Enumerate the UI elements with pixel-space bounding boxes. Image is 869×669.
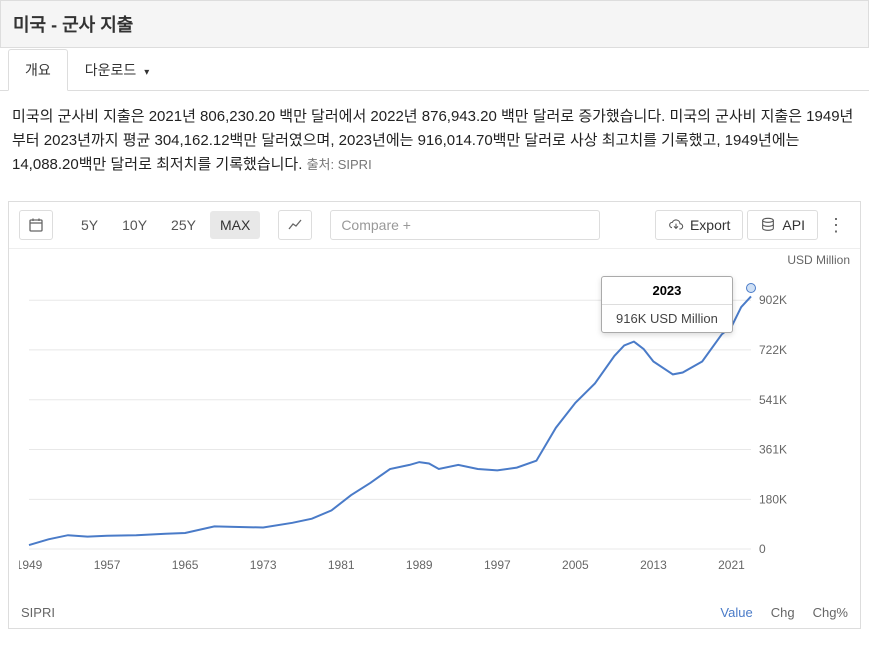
svg-text:541K: 541K bbox=[759, 393, 787, 407]
compare-placeholder: Compare + bbox=[341, 217, 411, 233]
svg-text:2021: 2021 bbox=[718, 558, 745, 572]
metric-value-button[interactable]: Value bbox=[720, 605, 752, 620]
range-5y-button[interactable]: 5Y bbox=[71, 211, 108, 239]
svg-text:2013: 2013 bbox=[640, 558, 667, 572]
tab-download[interactable]: 다운로드 ▾ bbox=[68, 49, 166, 91]
svg-text:180K: 180K bbox=[759, 492, 787, 506]
description: 미국의 군사비 지출은 2021년 806,230.20 백만 달러에서 202… bbox=[0, 91, 869, 191]
tooltip-value: 916K USD Million bbox=[602, 305, 732, 332]
export-label: Export bbox=[690, 217, 730, 233]
metric-chg-button[interactable]: Chg bbox=[771, 605, 795, 620]
chart-unit-label: USD Million bbox=[9, 249, 860, 269]
svg-text:1965: 1965 bbox=[172, 558, 199, 572]
chart-area[interactable]: 0 180K 361K 541K 722K 902K 1949 1957 1965 1973 198… bbox=[9, 269, 860, 597]
chart-toolbar: 5Y 10Y 25Y MAX Compare + Export API bbox=[9, 202, 860, 249]
range-max-button[interactable]: MAX bbox=[210, 211, 260, 239]
tab-overview[interactable]: 개요 bbox=[8, 49, 68, 91]
tooltip-marker bbox=[746, 283, 756, 293]
tab-download-label: 다운로드 bbox=[85, 62, 137, 78]
svg-text:1989: 1989 bbox=[406, 558, 433, 572]
range-25y-button[interactable]: 25Y bbox=[161, 211, 206, 239]
description-source: 출처: SIPRI bbox=[307, 157, 372, 172]
database-icon bbox=[760, 217, 776, 233]
chart-tooltip: 2023 916K USD Million bbox=[601, 276, 733, 333]
kebab-icon: ⋮ bbox=[827, 215, 845, 236]
chevron-down-icon: ▾ bbox=[144, 67, 149, 78]
line-chart-icon bbox=[287, 217, 303, 233]
export-button[interactable]: Export bbox=[655, 210, 743, 240]
svg-text:1981: 1981 bbox=[328, 558, 355, 572]
cloud-download-icon bbox=[668, 217, 684, 233]
more-menu-button[interactable]: ⋮ bbox=[822, 210, 850, 240]
footer-source: SIPRI bbox=[21, 605, 55, 620]
page-title: 미국 - 군사 지출 bbox=[0, 0, 869, 48]
calendar-icon bbox=[28, 217, 44, 233]
chart-panel: 5Y 10Y 25Y MAX Compare + Export API bbox=[8, 201, 861, 629]
compare-input[interactable]: Compare + bbox=[330, 210, 600, 240]
chart-footer: SIPRI Value Chg Chg% bbox=[9, 597, 860, 628]
svg-text:1997: 1997 bbox=[484, 558, 511, 572]
tooltip-year: 2023 bbox=[602, 277, 732, 305]
chart-type-button[interactable] bbox=[278, 210, 312, 240]
range-10y-button[interactable]: 10Y bbox=[112, 211, 157, 239]
svg-text:722K: 722K bbox=[759, 343, 787, 357]
metric-chgp-button[interactable]: Chg% bbox=[813, 605, 848, 620]
svg-text:1973: 1973 bbox=[250, 558, 277, 572]
calendar-button[interactable] bbox=[19, 210, 53, 240]
svg-text:0: 0 bbox=[759, 542, 766, 556]
svg-text:2005: 2005 bbox=[562, 558, 589, 572]
svg-text:361K: 361K bbox=[759, 442, 787, 456]
svg-text:1949: 1949 bbox=[19, 558, 43, 572]
api-button[interactable]: API bbox=[747, 210, 818, 240]
svg-text:902K: 902K bbox=[759, 293, 787, 307]
svg-text:1957: 1957 bbox=[94, 558, 121, 572]
tabs: 개요 다운로드 ▾ bbox=[0, 48, 869, 91]
api-label: API bbox=[782, 217, 805, 233]
description-text: 미국의 군사비 지출은 2021년 806,230.20 백만 달러에서 202… bbox=[12, 108, 853, 173]
